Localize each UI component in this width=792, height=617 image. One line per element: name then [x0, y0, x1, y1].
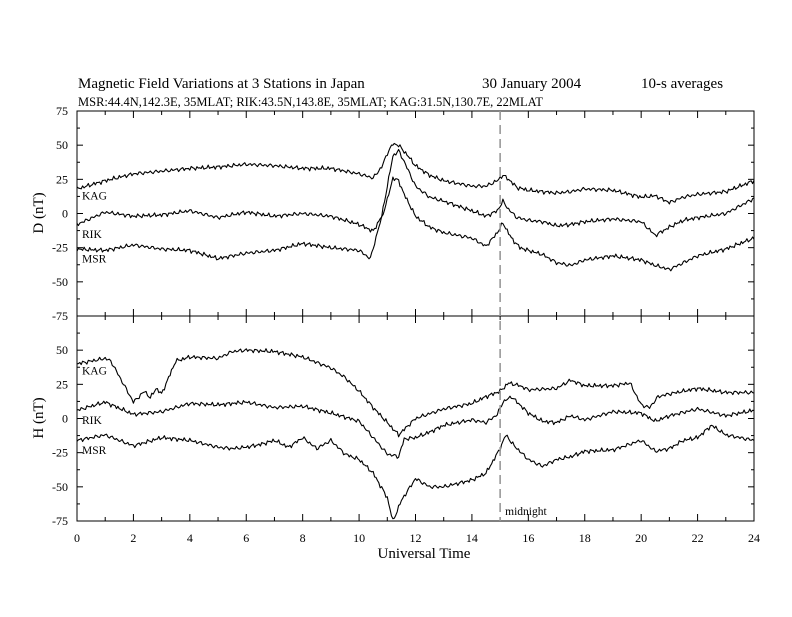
midnight-label: midnight — [505, 506, 547, 518]
series-label-rik: RIK — [82, 229, 103, 241]
y-tick-label: 0 — [62, 412, 68, 426]
series-label-msr: MSR — [82, 254, 107, 266]
y-tick-label: -25 — [52, 446, 68, 460]
series-line-msr-d — [76, 176, 755, 272]
series-line-rik-h — [76, 395, 755, 459]
y-tick-label: -50 — [52, 480, 68, 494]
y-tick-label: 25 — [56, 172, 68, 186]
x-tick-label: 6 — [243, 531, 249, 545]
y-tick-label: -25 — [52, 241, 68, 255]
chart-title-main: Magnetic Field Variations at 3 Stations … — [78, 76, 365, 92]
x-tick-label: 16 — [522, 531, 534, 545]
series-line-rik-d — [76, 148, 755, 238]
x-tick-label: 2 — [130, 531, 136, 545]
x-tick-label: 22 — [692, 531, 704, 545]
chart-subtitle: MSR:44.4N,142.3E, 35MLAT; RIK:43.5N,143.… — [78, 95, 543, 109]
panel-h: 50 25 0 -25 -50 -75 KAG RIK MSR — [52, 315, 755, 528]
chart-title-date: 30 January 2004 — [482, 76, 582, 92]
y-tick-label: 75 — [56, 104, 68, 118]
series-line-msr-h — [76, 424, 755, 520]
x-tick-label: 20 — [635, 531, 647, 545]
panel-h-frame — [76, 315, 755, 522]
x-tick-label: 18 — [579, 531, 591, 545]
y-tick-label: -50 — [52, 275, 68, 289]
x-tick-label: 10 — [353, 531, 365, 545]
chart-title: Magnetic Field Variations at 3 Stations … — [78, 76, 723, 109]
y-tick-label: -75 — [52, 514, 68, 528]
series-label-kag: KAG — [82, 191, 107, 203]
series-label-kag: KAG — [82, 366, 107, 378]
x-tick-label: 4 — [187, 531, 193, 545]
panel-d: 75 50 25 0 -25 -50 -75 KAG RIK MSR — [52, 104, 755, 323]
y-tick-label: 0 — [62, 207, 68, 221]
series-label-msr: MSR — [82, 445, 107, 457]
y-tick-label: -75 — [52, 309, 68, 323]
x-tick-label: 0 — [74, 531, 80, 545]
x-tick-label: 24 — [748, 531, 760, 545]
x-tick-label: 8 — [300, 531, 306, 545]
y-tick-label: 50 — [56, 138, 68, 152]
y-axis-label-h: H (nT) — [31, 397, 47, 438]
y-tick-label: 50 — [56, 343, 68, 357]
x-tick-label: 12 — [410, 531, 422, 545]
chart-title-averages: 10-s averages — [641, 76, 723, 92]
x-axis-label: Universal Time — [378, 546, 471, 562]
x-tick-label: 14 — [466, 531, 478, 545]
series-line-kag-d — [76, 142, 755, 205]
y-tick-label: 25 — [56, 377, 68, 391]
y-axis-label-d: D (nT) — [31, 192, 47, 233]
series-line-kag-h — [76, 348, 755, 438]
series-label-rik: RIK — [82, 415, 103, 427]
